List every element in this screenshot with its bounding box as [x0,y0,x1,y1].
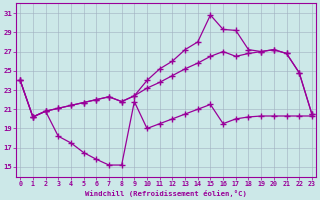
X-axis label: Windchill (Refroidissement éolien,°C): Windchill (Refroidissement éolien,°C) [85,190,247,197]
